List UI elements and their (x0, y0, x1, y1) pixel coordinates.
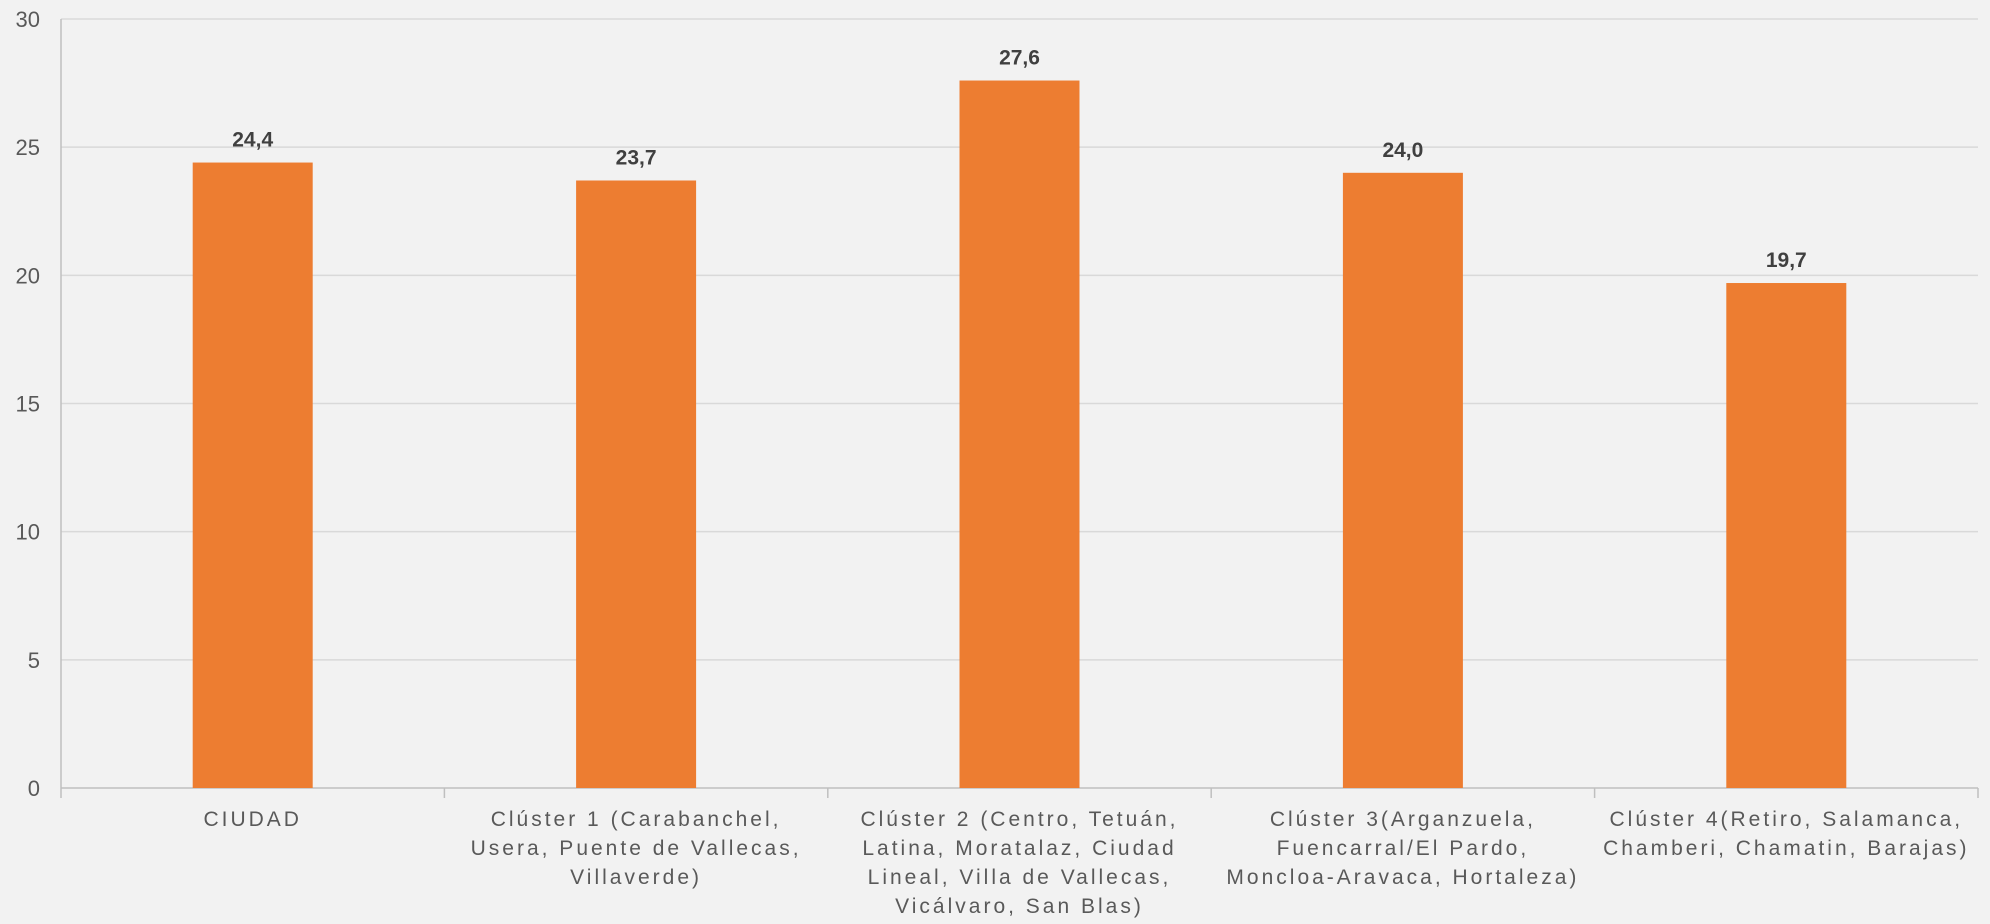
x-tick-label-line: Villaverde) (570, 866, 702, 889)
data-label: 23,7 (616, 146, 657, 169)
bar (1342, 172, 1463, 789)
y-axis: 0 5 10 15 20 25 30 (16, 7, 62, 801)
data-label: 27,6 (999, 47, 1040, 70)
y-tick-label: 5 (28, 648, 40, 673)
y-tick-label: 30 (16, 7, 40, 32)
x-tick-label: Clúster 4(Retiro, Salamanca, Chamberi, Ch… (1603, 808, 1969, 860)
data-label: 24,0 (1382, 139, 1423, 162)
x-tick-label-line: Usera, Puente de Vallecas, (471, 837, 802, 860)
x-tick-label-line: CIUDAD (203, 808, 302, 831)
bar (192, 162, 313, 789)
bar (959, 80, 1080, 788)
x-tick-label-line: Lineal, Villa de Vallecas, (868, 866, 1172, 889)
y-tick-label: 15 (16, 392, 40, 417)
x-tick-label-line: Clúster 4(Retiro, Salamanca, (1609, 808, 1963, 831)
bar (576, 180, 697, 789)
x-tick-label-line: Vicálvaro, San Blas) (895, 895, 1144, 918)
x-tick-label-line: Clúster 2 (Centro, Tetuán, (860, 808, 1178, 831)
x-tick-label-line: Moncloa-Aravaca, Hortaleza) (1226, 866, 1579, 889)
x-tick-label-line: Latina, Moratalaz, Ciudad (862, 837, 1176, 860)
x-tick-label: Clúster 2 (Centro, Tetuán, Latina, Morata… (860, 808, 1178, 918)
y-tick-label: 25 (16, 135, 40, 160)
bar (1726, 283, 1847, 788)
x-tick-label-line: Clúster 1 (Carabanchel, (491, 808, 782, 831)
y-tick-label: 10 (16, 520, 40, 545)
x-axis: CIUDAD Clúster 1 (Carabanchel, Usera, Puen… (60, 787, 1979, 918)
y-tick-label: 20 (16, 263, 40, 288)
x-tick-label-line: Clúster 3(Arganzuela, (1270, 808, 1536, 831)
x-tick-label: Clúster 3(Arganzuela, Fuencarral/El Pardo… (1226, 808, 1579, 889)
data-label: 19,7 (1766, 249, 1807, 272)
data-label: 24,4 (232, 129, 273, 152)
data-labels: 24,4 23,7 27,6 24,0 19,7 (232, 47, 1806, 273)
x-tick-label: Clúster 1 (Carabanchel, Usera, Puente de … (471, 808, 802, 889)
y-tick-label: 0 (28, 776, 40, 801)
x-tick-label-line: Fuencarral/El Pardo, (1277, 837, 1530, 860)
bars (192, 80, 1847, 789)
x-tick-label: CIUDAD (203, 808, 302, 831)
x-tick-label-line: Chamberi, Chamatin, Barajas) (1603, 837, 1969, 860)
